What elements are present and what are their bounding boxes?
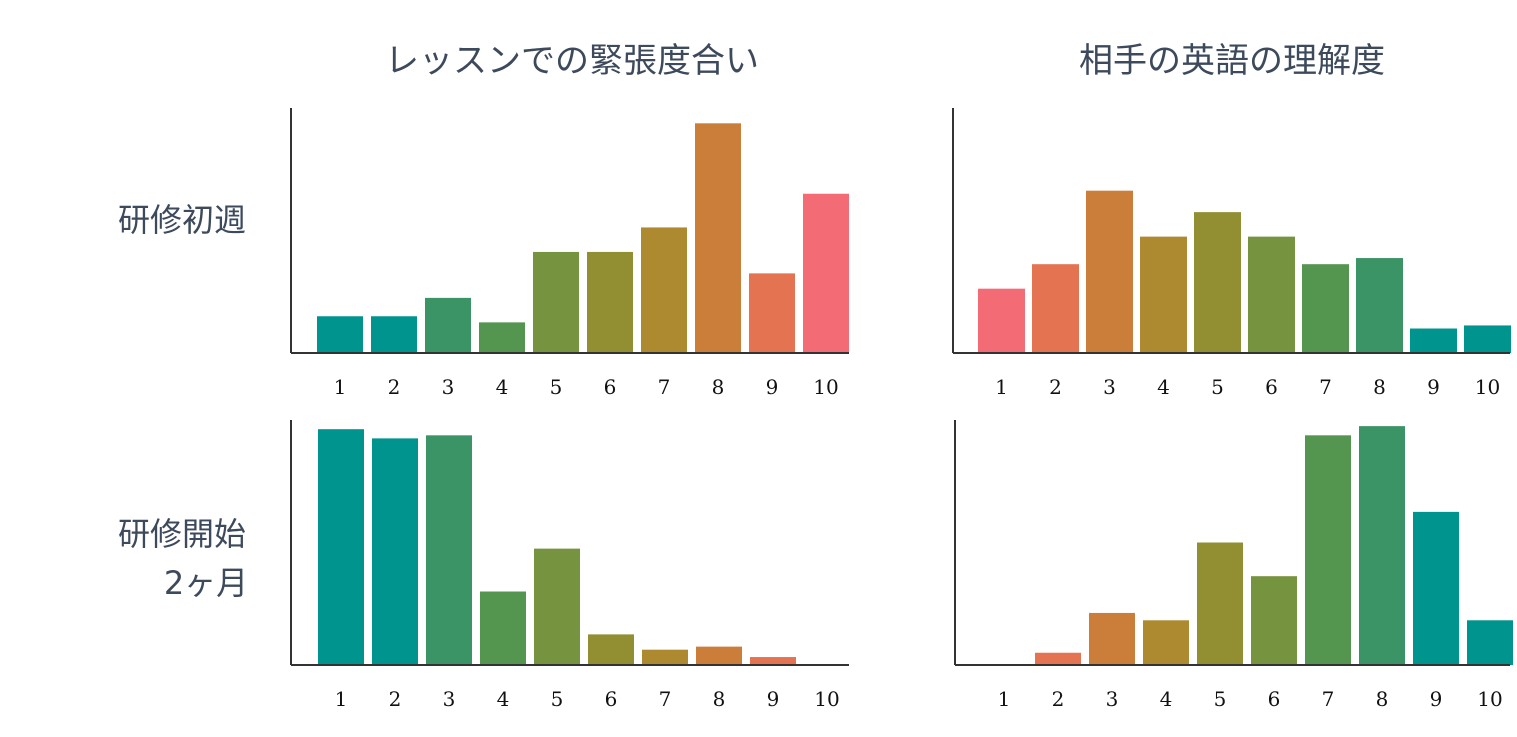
x-tick-label: 6: [604, 375, 617, 399]
x-tick-label: 1: [998, 687, 1011, 711]
x-tick-label: 2: [1049, 375, 1062, 399]
x-tick-label: 3: [443, 687, 456, 711]
chart-comprehension-two-months: 1 2 3 4 5 6 7 8 9 10: [954, 420, 1513, 711]
x-tick-label: 5: [551, 687, 564, 711]
x-tick-label: 9: [767, 687, 780, 711]
x-tick-label: 3: [1103, 375, 1116, 399]
x-tick-label: 7: [658, 375, 671, 399]
x-tick-label: 10: [813, 375, 838, 399]
bar-1: [317, 316, 363, 353]
x-tick-label: 4: [1157, 375, 1170, 399]
x-tick-label: 6: [1265, 375, 1278, 399]
bar-5: [1197, 542, 1243, 665]
bar-7: [642, 649, 688, 665]
x-tick-label: 2: [389, 687, 402, 711]
bar-3: [425, 297, 471, 353]
x-tick-label: 3: [1106, 687, 1119, 711]
x-tick-label: 10: [814, 687, 839, 711]
x-tick-label: 8: [712, 375, 725, 399]
x-tick-label: 5: [1214, 687, 1227, 711]
bar-2: [1035, 652, 1081, 665]
bar-9: [750, 657, 796, 665]
x-tick-label: 2: [388, 375, 401, 399]
bar-8: [1359, 426, 1405, 665]
x-tick-label: 1: [335, 687, 348, 711]
bar-6: [1251, 576, 1297, 665]
bar-7: [1305, 435, 1351, 665]
row-label-two-months-line1: 研修開始: [118, 515, 246, 553]
bar-5: [533, 251, 579, 353]
bar-9: [1413, 511, 1459, 665]
x-tick-label: 1: [995, 375, 1008, 399]
bar-3: [426, 435, 472, 665]
bar-7: [1302, 264, 1349, 353]
bar-5: [534, 548, 580, 665]
x-tick-label: 6: [605, 687, 618, 711]
x-tick-label: 8: [713, 687, 726, 711]
chart-tension-first-week: 1 2 3 4 5 6 7 8 9 10: [290, 108, 849, 399]
bar-3: [1089, 612, 1135, 665]
bar-7: [641, 227, 687, 353]
x-tick-label: 9: [766, 375, 779, 399]
bar-4: [479, 322, 525, 353]
x-tick-label: 2: [1052, 687, 1065, 711]
x-tick-label: 10: [1475, 375, 1500, 399]
bar-6: [587, 251, 633, 353]
bar-8: [695, 123, 741, 353]
x-tick-label: 8: [1373, 375, 1386, 399]
bar-2: [1032, 264, 1079, 353]
bar-10: [1467, 620, 1513, 665]
bar-2: [372, 438, 418, 665]
bar-10: [803, 193, 849, 353]
x-tick-label: 5: [550, 375, 563, 399]
x-tick-label: 4: [497, 687, 510, 711]
bar-8: [1356, 258, 1403, 353]
x-tick-label: 7: [1322, 687, 1335, 711]
chart-tension-two-months: 1 2 3 4 5 6 7 8 9 10: [290, 420, 849, 711]
x-tick-label: 9: [1427, 375, 1440, 399]
chart-comprehension-first-week: 1 2 3 4 5 6 7 8 9 10: [952, 108, 1511, 399]
x-tick-label: 1: [334, 375, 347, 399]
x-tick-label: 7: [1319, 375, 1332, 399]
x-tick-label: 3: [442, 375, 455, 399]
bar-3: [1086, 190, 1133, 353]
bar-4: [1140, 236, 1187, 353]
x-tick-label: 9: [1430, 687, 1443, 711]
bar-1: [318, 429, 364, 665]
bar-6: [1248, 236, 1295, 353]
x-tick-label: 5: [1211, 375, 1224, 399]
x-tick-label: 4: [1160, 687, 1173, 711]
x-tick-label: 6: [1268, 687, 1281, 711]
x-tick-label: 10: [1477, 687, 1502, 711]
row-label-two-months-line2: 2ヶ月: [164, 564, 248, 602]
bar-9: [749, 273, 795, 353]
row-label-first-week: 研修初週: [118, 201, 246, 239]
bar-4: [480, 591, 526, 665]
bar-6: [588, 634, 634, 665]
bar-4: [1143, 620, 1189, 665]
column-title-tension: レッスンでの緊張度合い: [385, 41, 759, 81]
bar-10: [1464, 325, 1511, 353]
bar-1: [978, 288, 1025, 353]
bar-8: [696, 646, 742, 665]
column-title-comprehension: 相手の英語の理解度: [1079, 41, 1385, 81]
bar-9: [1410, 328, 1457, 353]
x-tick-label: 4: [496, 375, 509, 399]
x-tick-label: 8: [1376, 687, 1389, 711]
x-tick-label: 7: [659, 687, 672, 711]
bar-5: [1194, 212, 1241, 353]
bar-2: [371, 316, 417, 353]
